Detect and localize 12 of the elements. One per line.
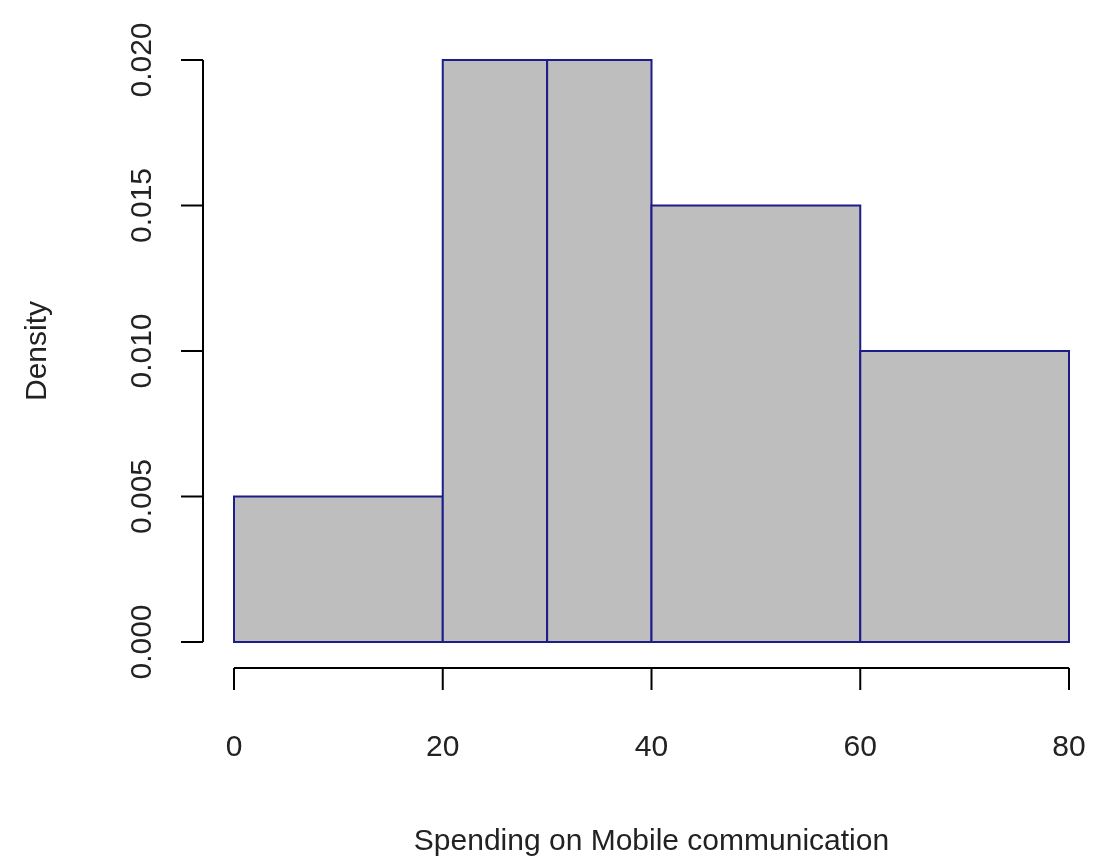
x-tick-label: 20 [426, 729, 460, 762]
y-axis-title: Density [19, 300, 52, 402]
x-tick-label: 60 [843, 729, 877, 762]
y-tick-label: 0.005 [124, 458, 157, 535]
y-tick-label: 0.015 [124, 167, 157, 244]
x-tick-label: 40 [634, 729, 669, 762]
y-tick-label: 0.010 [124, 313, 157, 389]
y-tick-label: 0.020 [124, 22, 157, 98]
y-tick-label: 0.000 [124, 604, 157, 680]
x-tick-label: 80 [1052, 729, 1086, 762]
x-tick-label: 0 [225, 729, 243, 762]
x-axis-title: Spending on Mobile communication [413, 823, 890, 856]
